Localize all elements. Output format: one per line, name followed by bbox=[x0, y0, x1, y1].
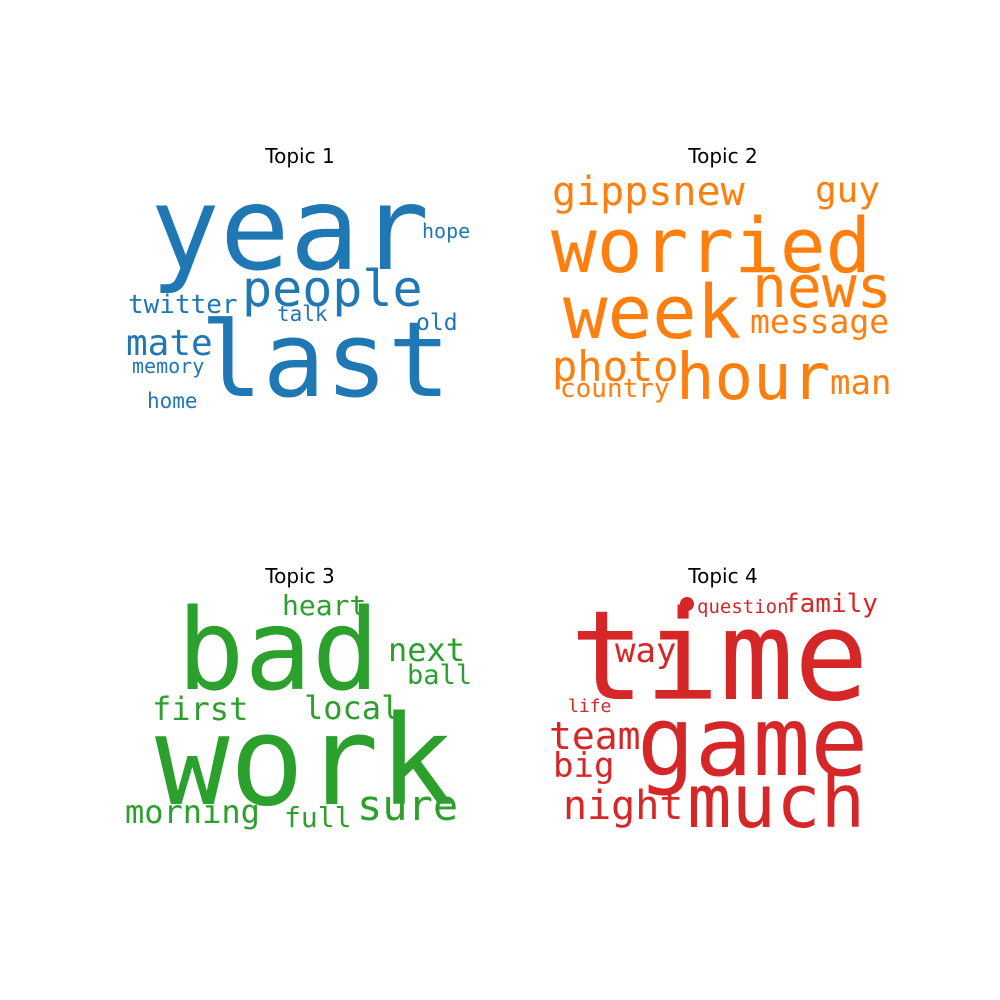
word-time: time bbox=[570, 585, 869, 729]
word-first: first bbox=[152, 690, 249, 728]
word-big: big bbox=[553, 746, 615, 786]
word-guy: guy bbox=[815, 170, 881, 211]
word-man: man bbox=[830, 363, 892, 403]
word-old: old bbox=[416, 310, 458, 336]
panel-title: Topic 4 bbox=[688, 564, 758, 588]
word-local: local bbox=[304, 689, 401, 727]
panel-title: Topic 2 bbox=[688, 144, 758, 168]
word-way: way bbox=[615, 631, 677, 671]
word-bad: bad bbox=[177, 586, 380, 716]
word-life: life bbox=[568, 696, 612, 717]
word-full: full bbox=[284, 801, 352, 834]
word-heart: heart bbox=[282, 589, 367, 622]
word-photo: photo bbox=[552, 342, 679, 391]
word-question: question bbox=[697, 596, 789, 618]
word-hour: hour bbox=[676, 341, 831, 415]
panel-title: Topic 3 bbox=[265, 564, 335, 588]
word-game: game bbox=[637, 686, 869, 798]
word-week: week bbox=[563, 270, 742, 356]
word-mate: mate bbox=[126, 323, 213, 364]
word-memory: memory bbox=[132, 354, 205, 378]
word-work: work bbox=[155, 690, 454, 834]
panel-title: Topic 1 bbox=[265, 144, 335, 168]
word-gippsnew: gippsnew bbox=[552, 169, 745, 215]
dot-mark bbox=[680, 597, 694, 611]
word-sure: sure bbox=[357, 781, 459, 830]
word-morning: morning bbox=[125, 793, 260, 831]
word-next: next bbox=[388, 631, 466, 669]
word-news: news bbox=[752, 253, 892, 321]
word-twitter: twitter bbox=[128, 290, 238, 320]
word-talk: talk bbox=[277, 302, 328, 326]
word-much: much bbox=[687, 759, 866, 845]
word-family: family bbox=[784, 589, 878, 619]
word-message: message bbox=[750, 302, 890, 341]
word-worried: worried bbox=[551, 201, 872, 290]
word-team: team bbox=[549, 714, 641, 758]
word-country: country bbox=[560, 374, 670, 404]
word-last: last bbox=[200, 299, 451, 421]
word-year: year bbox=[150, 162, 430, 297]
word-hope: hope bbox=[422, 219, 471, 243]
word-people: people bbox=[242, 260, 423, 318]
word-ball: ball bbox=[407, 660, 473, 691]
word-home: home bbox=[147, 389, 198, 413]
word-night: night bbox=[563, 783, 684, 829]
